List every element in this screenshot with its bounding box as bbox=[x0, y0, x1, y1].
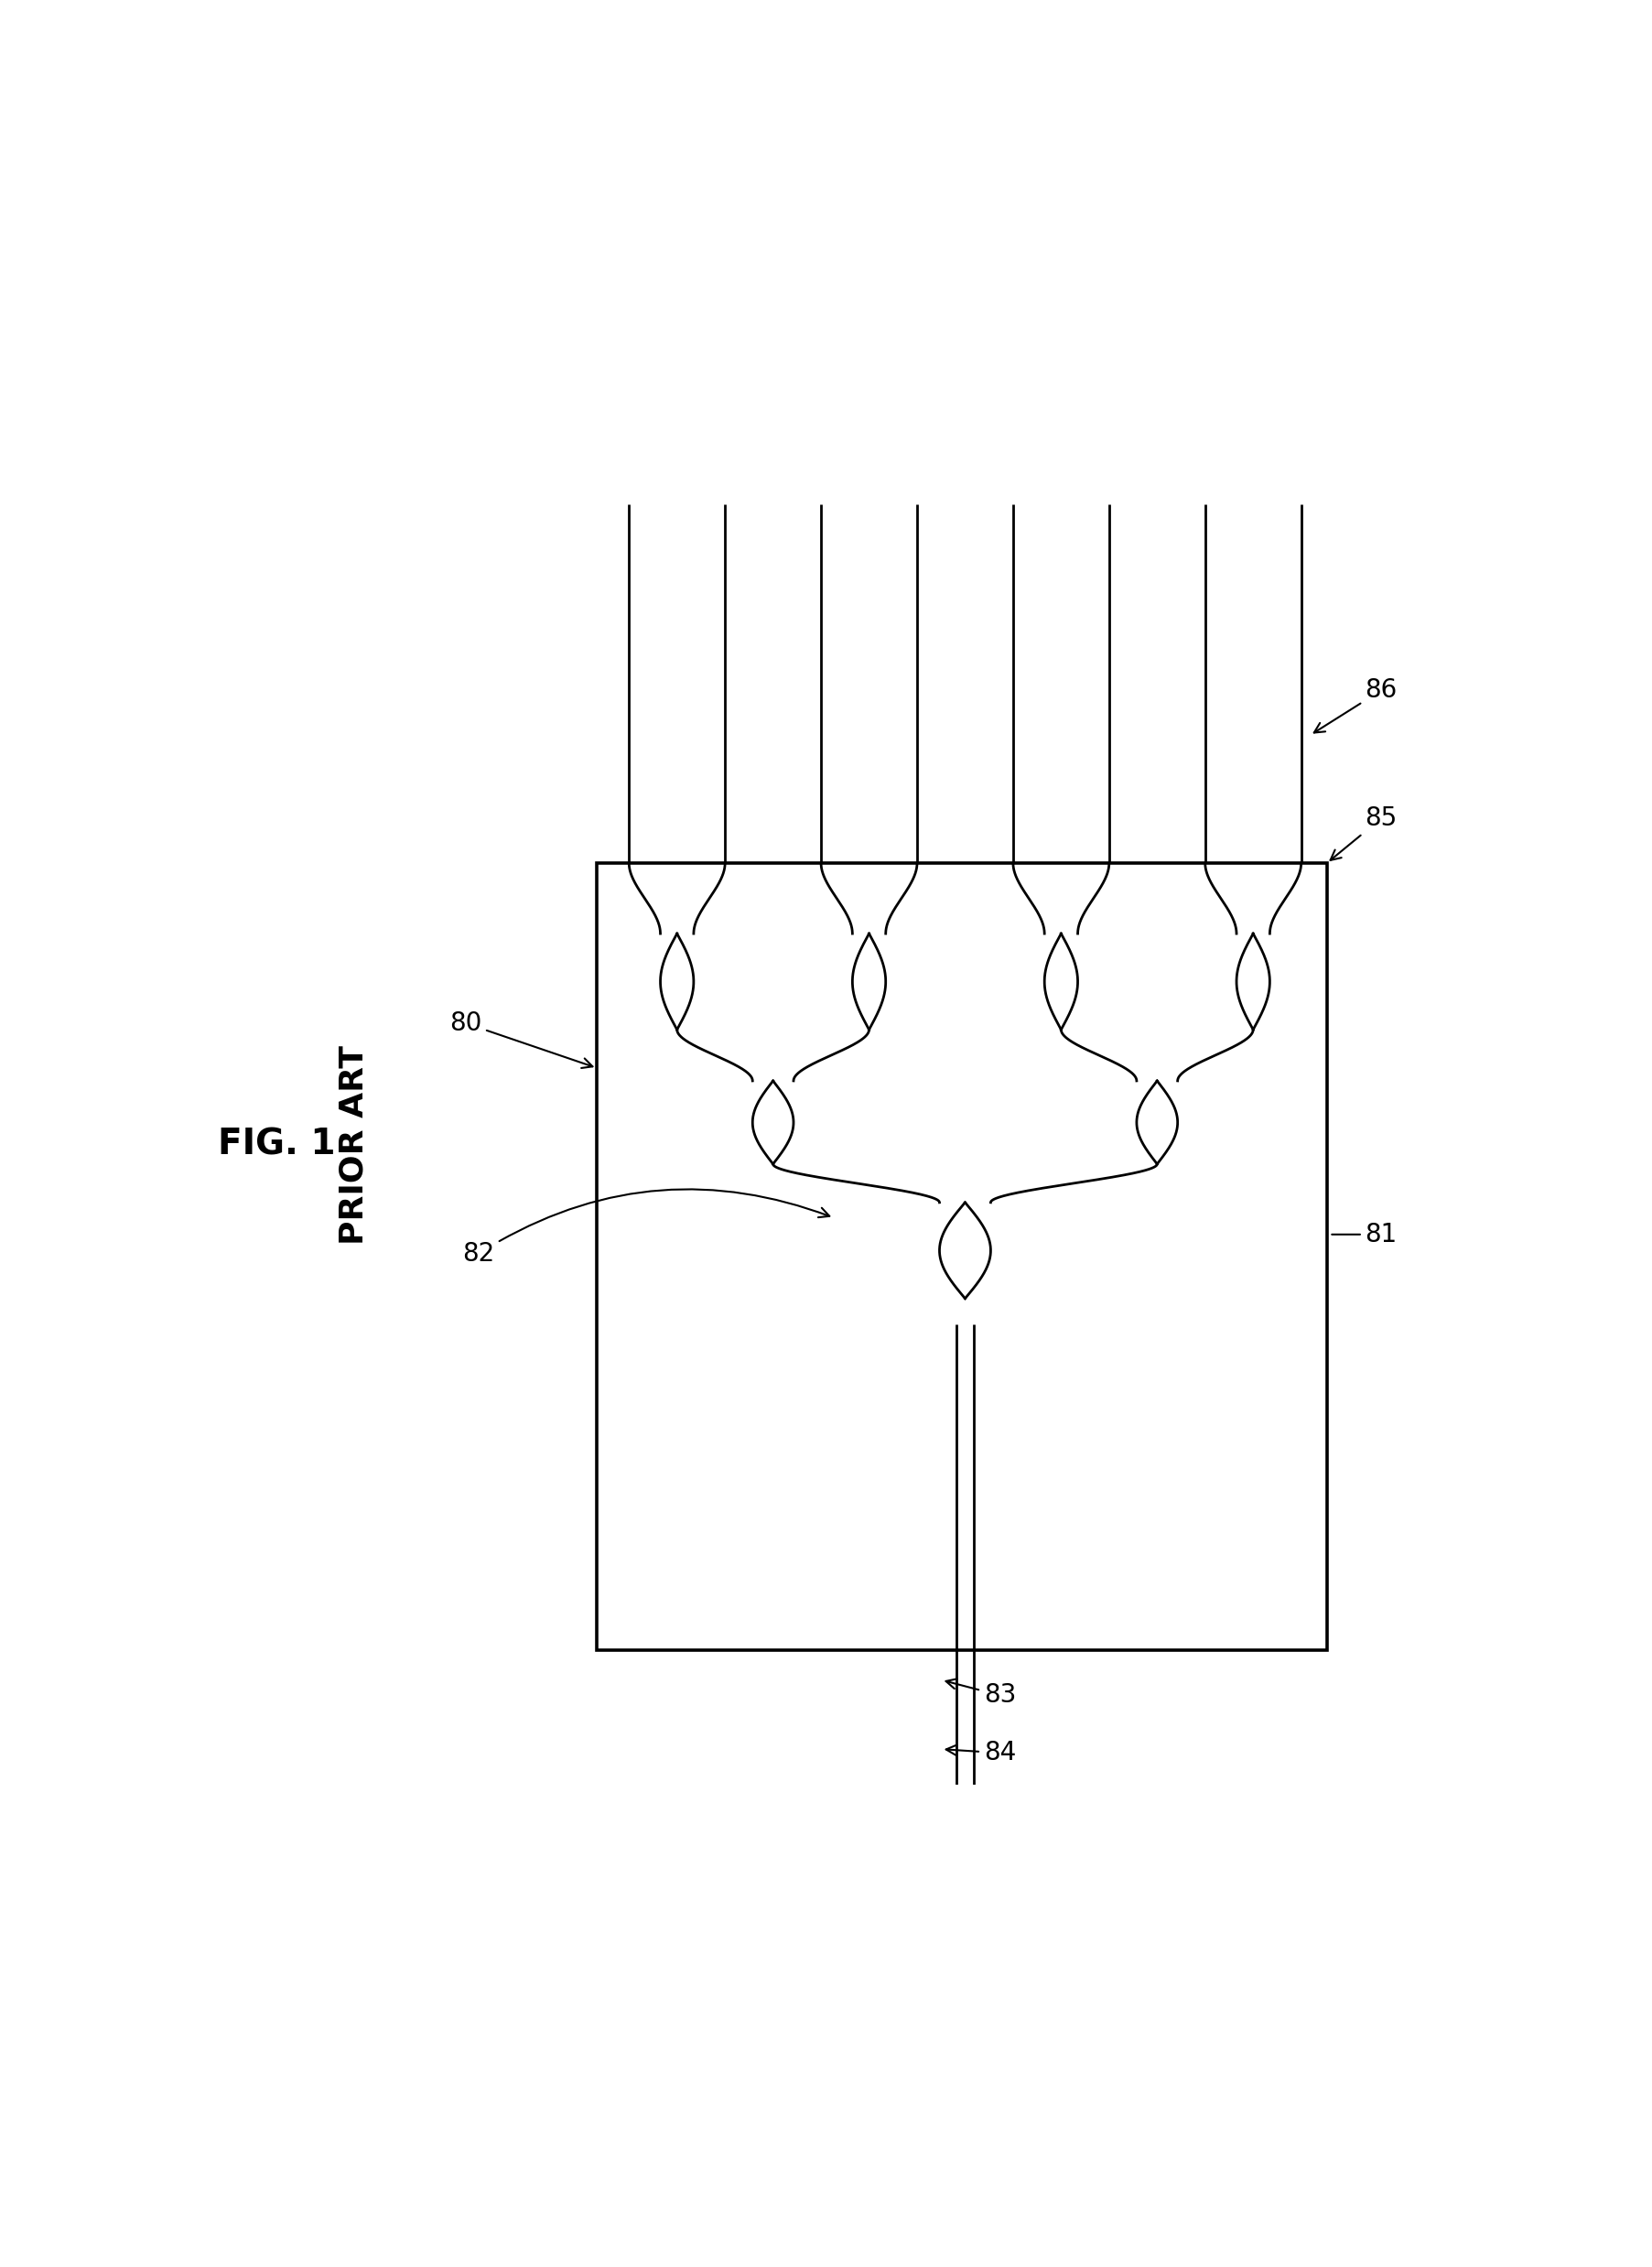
Text: 84: 84 bbox=[947, 1741, 1016, 1766]
Bar bbox=[596, 864, 1327, 1650]
Text: 83: 83 bbox=[947, 1680, 1016, 1707]
Text: 81: 81 bbox=[1365, 1222, 1398, 1247]
Text: 86: 86 bbox=[1313, 678, 1398, 732]
Text: 80: 80 bbox=[449, 1011, 593, 1068]
Text: 82: 82 bbox=[463, 1190, 829, 1267]
Text: 85: 85 bbox=[1330, 805, 1398, 859]
Text: PRIOR ART: PRIOR ART bbox=[339, 1045, 370, 1245]
Text: FIG. 1: FIG. 1 bbox=[218, 1127, 335, 1163]
